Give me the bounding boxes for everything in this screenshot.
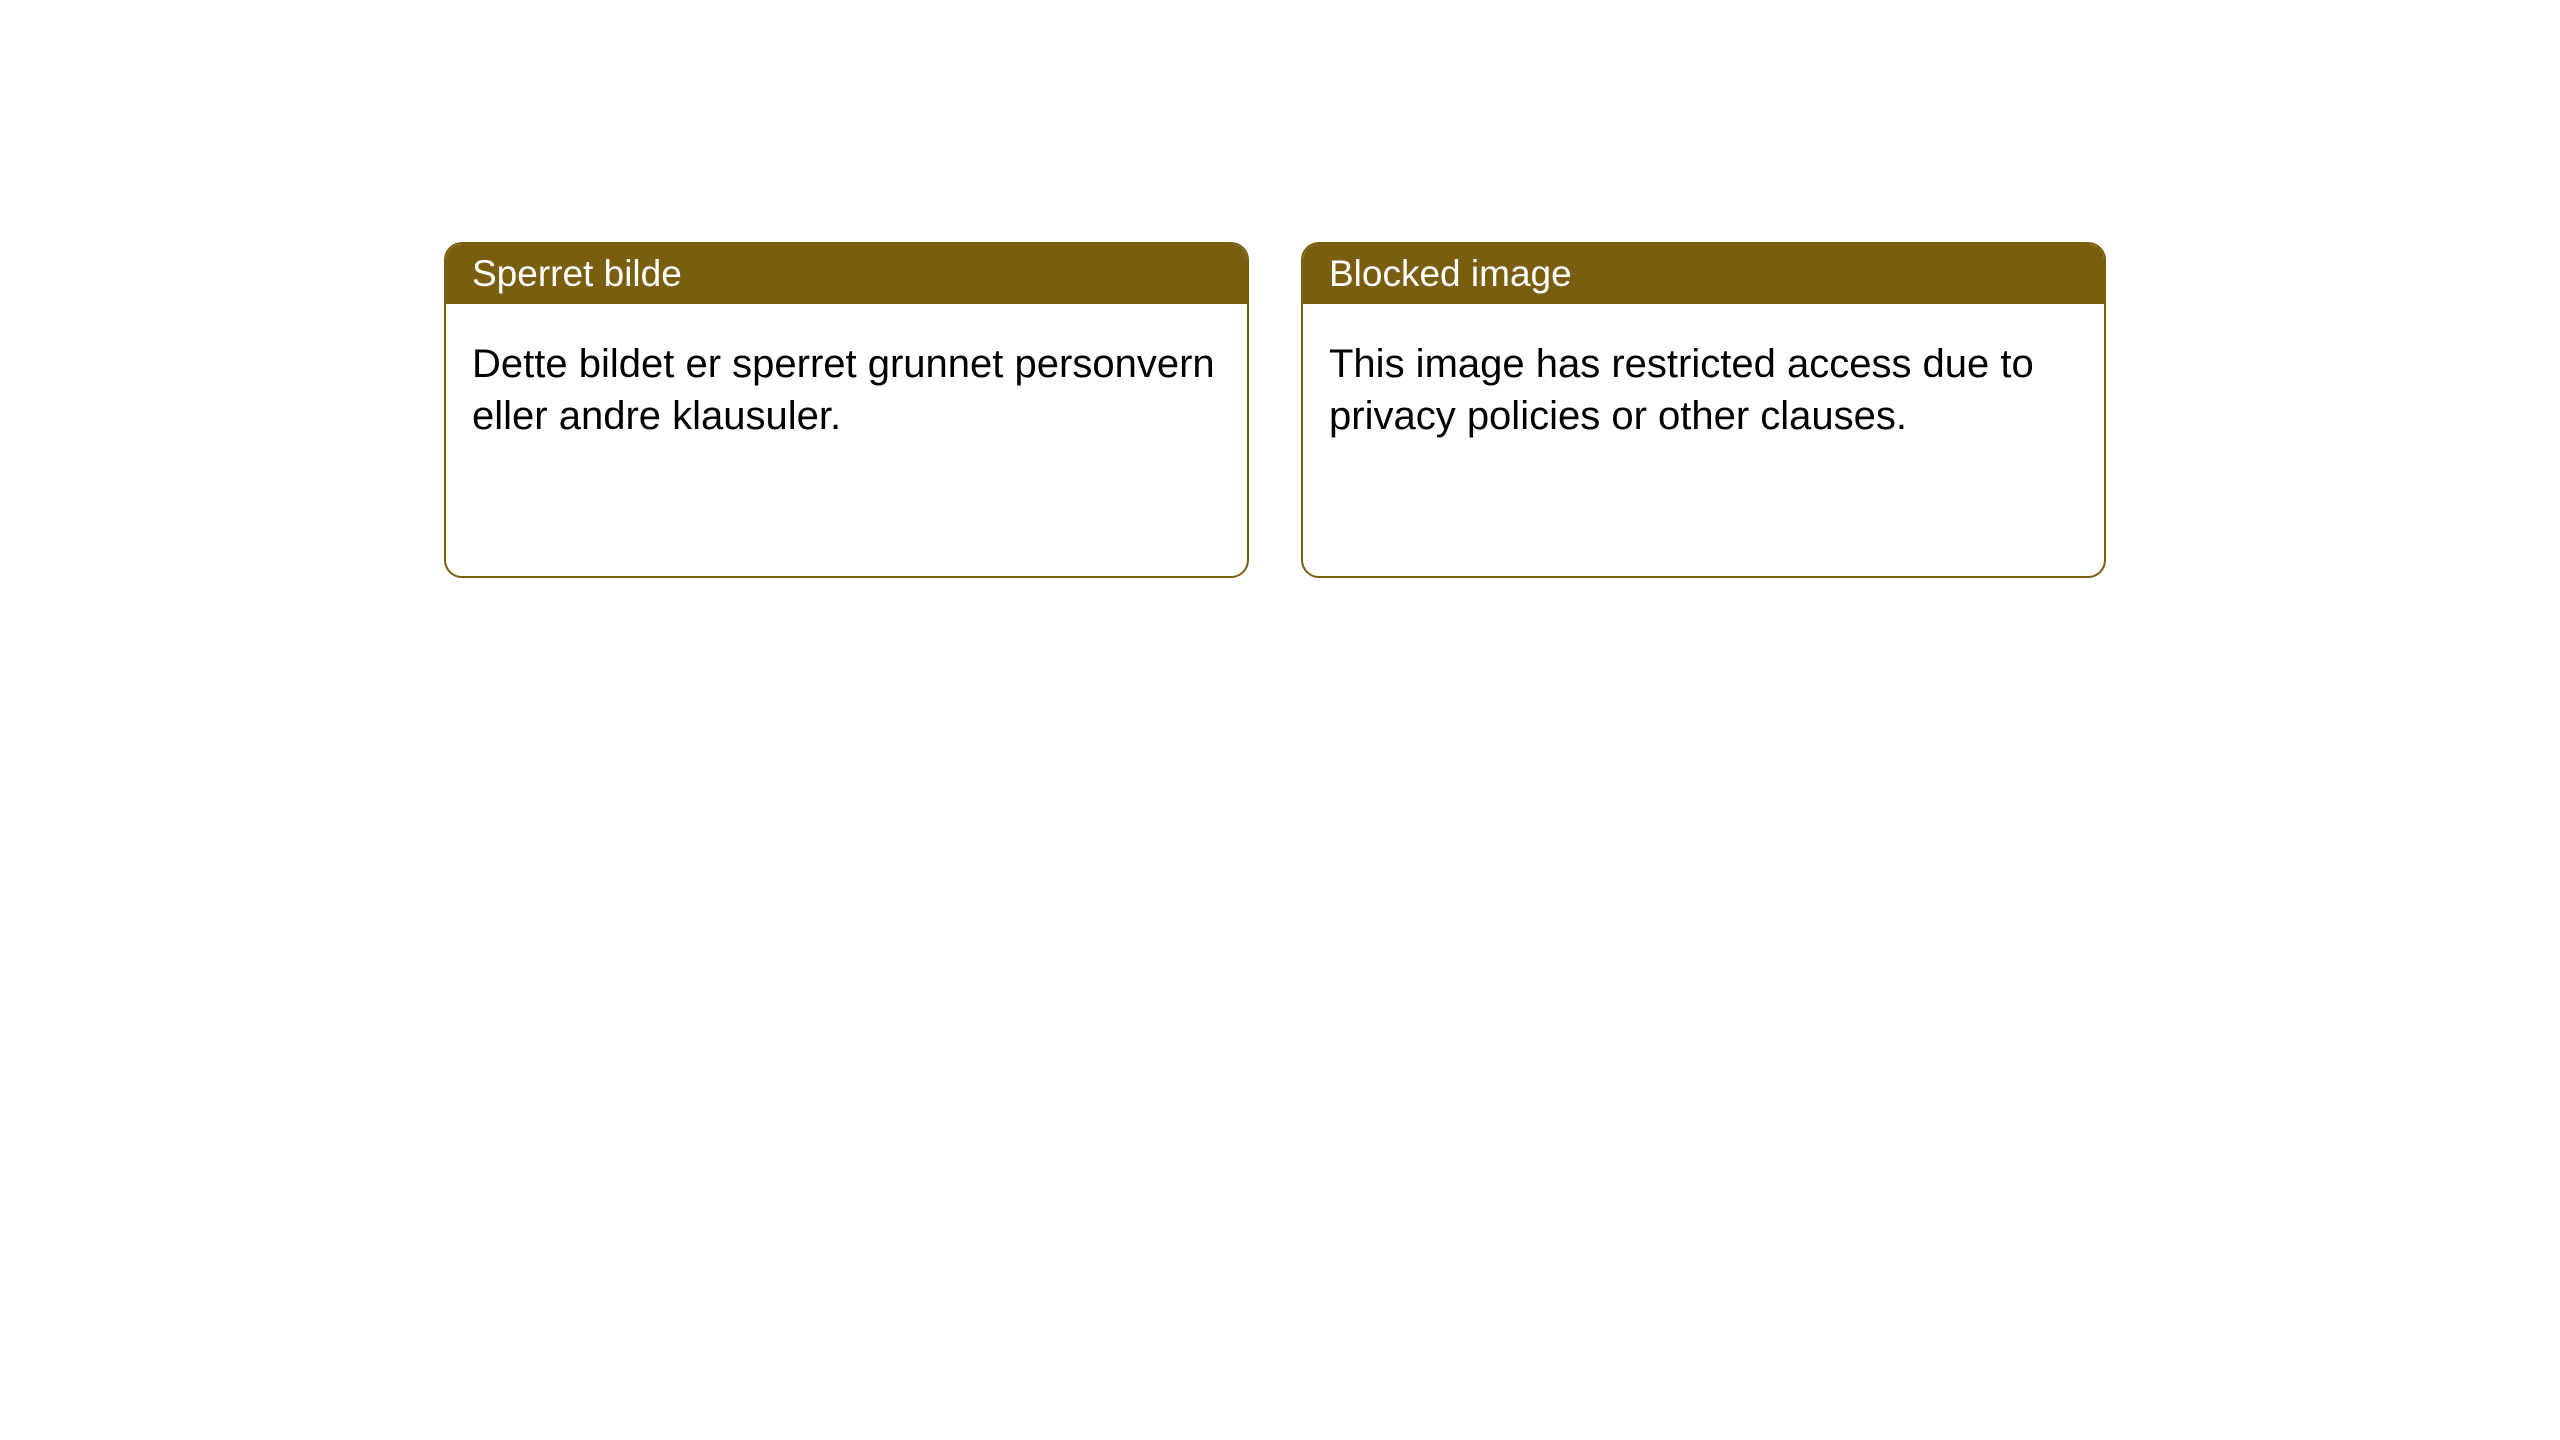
notice-body: This image has restricted access due to … xyxy=(1303,304,2104,476)
notice-header: Blocked image xyxy=(1303,244,2104,304)
notice-container: Sperret bilde Dette bildet er sperret gr… xyxy=(0,0,2560,578)
notice-title: Blocked image xyxy=(1329,253,1572,295)
notice-title: Sperret bilde xyxy=(472,253,682,295)
notice-header: Sperret bilde xyxy=(446,244,1247,304)
notice-box-english: Blocked image This image has restricted … xyxy=(1301,242,2106,578)
notice-message: This image has restricted access due to … xyxy=(1329,342,2034,438)
notice-body: Dette bildet er sperret grunnet personve… xyxy=(446,304,1247,476)
notice-box-norwegian: Sperret bilde Dette bildet er sperret gr… xyxy=(444,242,1249,578)
notice-message: Dette bildet er sperret grunnet personve… xyxy=(472,342,1215,438)
